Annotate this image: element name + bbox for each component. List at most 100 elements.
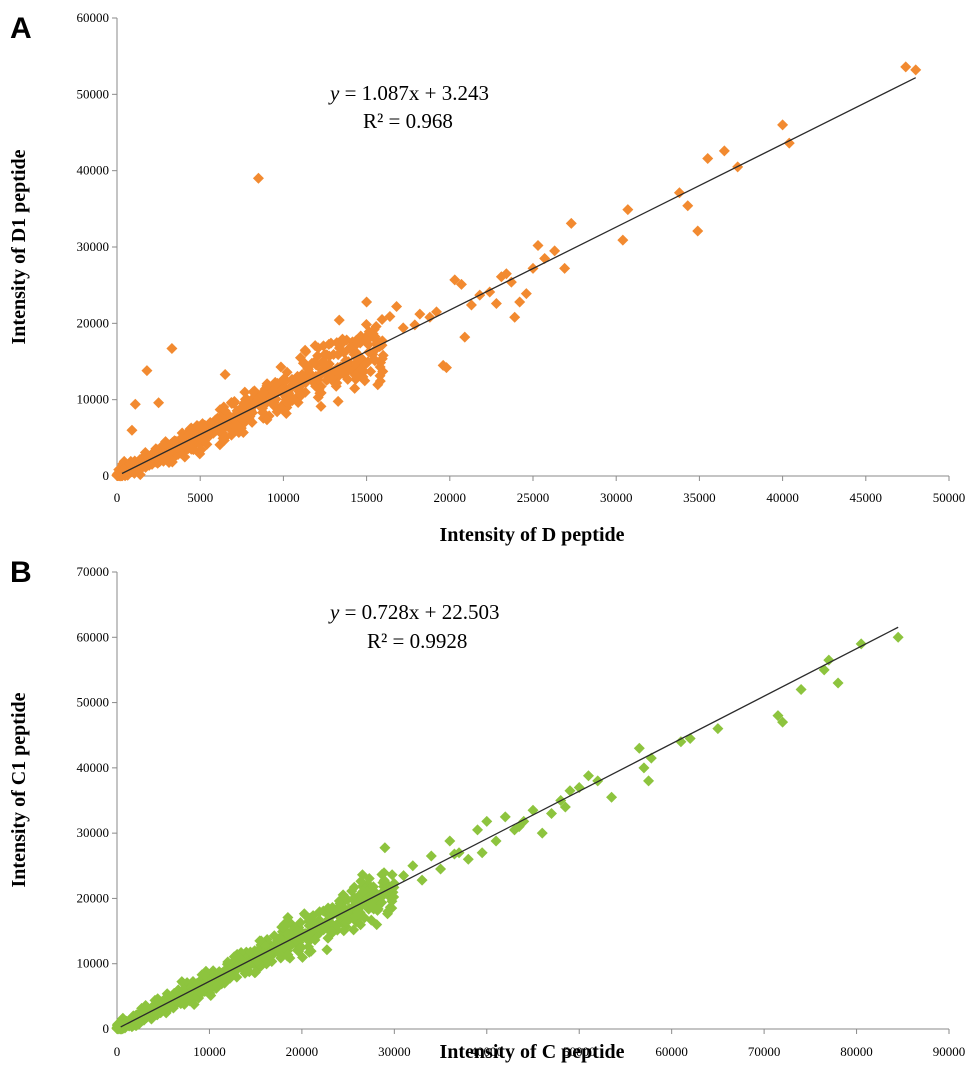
data-point (397, 322, 409, 334)
data-point (490, 835, 502, 847)
data-point (129, 398, 141, 410)
data-point (391, 301, 403, 313)
data-point (340, 892, 352, 904)
data-point (176, 976, 188, 988)
data-point (224, 411, 236, 423)
data-point (309, 934, 321, 946)
data-point (306, 926, 318, 938)
data-point (250, 395, 262, 407)
data-point (321, 944, 333, 956)
data-point (368, 353, 380, 365)
data-point (900, 61, 912, 73)
y-tick-label: 40000 (77, 163, 110, 178)
data-point (257, 386, 269, 398)
data-point (129, 463, 141, 475)
data-point (440, 362, 452, 374)
data-point (490, 297, 502, 309)
y-tick-label: 30000 (77, 825, 110, 840)
y-tick-label: 50000 (77, 695, 110, 710)
data-point (606, 791, 618, 803)
data-point (191, 419, 203, 431)
data-point (638, 762, 650, 774)
data-point (702, 152, 714, 164)
data-point (348, 881, 360, 893)
data-point (416, 874, 428, 886)
data-point (378, 874, 390, 886)
x-tick-label: 10000 (193, 1044, 226, 1059)
data-point (365, 365, 377, 377)
data-point (126, 424, 138, 436)
data-point (306, 357, 318, 369)
data-point (271, 935, 283, 947)
panel-a-trendline (121, 77, 917, 475)
data-point (314, 906, 326, 918)
data-point (248, 385, 260, 397)
data-point (375, 890, 387, 902)
data-point (565, 217, 577, 229)
y-tick-label: 10000 (77, 392, 110, 407)
data-point (532, 239, 544, 251)
data-point (359, 359, 371, 371)
data-point (559, 262, 571, 274)
data-point (465, 299, 477, 311)
data-point (582, 770, 594, 782)
data-point (692, 225, 704, 237)
data-point (462, 853, 474, 865)
data-point (409, 319, 421, 331)
data-point (340, 916, 352, 928)
data-point (219, 368, 231, 380)
x-tick-label: 30000 (600, 490, 633, 505)
data-point (592, 775, 604, 787)
data-point (229, 421, 241, 433)
data-point (141, 365, 153, 377)
data-point (349, 358, 361, 370)
data-point (275, 361, 287, 373)
x-tick-label: 20000 (286, 1044, 319, 1059)
data-point (323, 338, 335, 350)
data-point (712, 723, 724, 735)
data-point (237, 426, 249, 438)
data-point (152, 993, 164, 1005)
trendline (121, 77, 917, 475)
x-tick-label: 80000 (840, 1044, 873, 1059)
panel-label-a: A (10, 12, 32, 45)
data-point (329, 364, 341, 376)
x-tick-label: 35000 (683, 490, 716, 505)
data-point (675, 736, 687, 748)
data-point (795, 684, 807, 696)
y-tick-label: 0 (103, 1021, 110, 1036)
data-point (328, 348, 340, 360)
data-point (183, 431, 195, 443)
data-point (166, 343, 178, 355)
data-point (892, 631, 904, 643)
y-tick-label: 10000 (77, 956, 110, 971)
trendline (120, 626, 899, 1028)
data-point (398, 870, 410, 882)
data-point (295, 389, 307, 401)
data-point (682, 200, 694, 212)
data-point (299, 344, 311, 356)
data-point (910, 64, 922, 76)
panel-a-points (111, 61, 922, 482)
x-tick-label: 30000 (378, 1044, 411, 1059)
y-tick-label: 40000 (77, 760, 110, 775)
panel-b-axes: 0 10000 20000 30000 40000 50000 60000 70000 0 100… (77, 564, 966, 1059)
panel-a-equation: y = 1.087x + 3.243 (328, 81, 489, 105)
x-tick-label: 20000 (434, 490, 467, 505)
panel-a-r-squared: R² = 0.968 (363, 109, 453, 133)
panel-b: B 0 10000 20000 30000 40000 50000 60000 70000 0 1… (8, 556, 965, 1063)
data-point (315, 400, 327, 412)
data-point (326, 903, 338, 915)
data-point (111, 1023, 123, 1035)
data-point (368, 323, 380, 335)
data-point (333, 342, 345, 354)
panel-a-y-axis-label: Intensity of D1 peptide (8, 149, 30, 344)
data-point (777, 716, 789, 728)
y-tick-label: 70000 (77, 564, 110, 579)
data-point (564, 785, 576, 797)
data-point (314, 387, 326, 399)
data-point (536, 827, 548, 839)
data-point (286, 392, 298, 404)
data-point (527, 804, 539, 816)
